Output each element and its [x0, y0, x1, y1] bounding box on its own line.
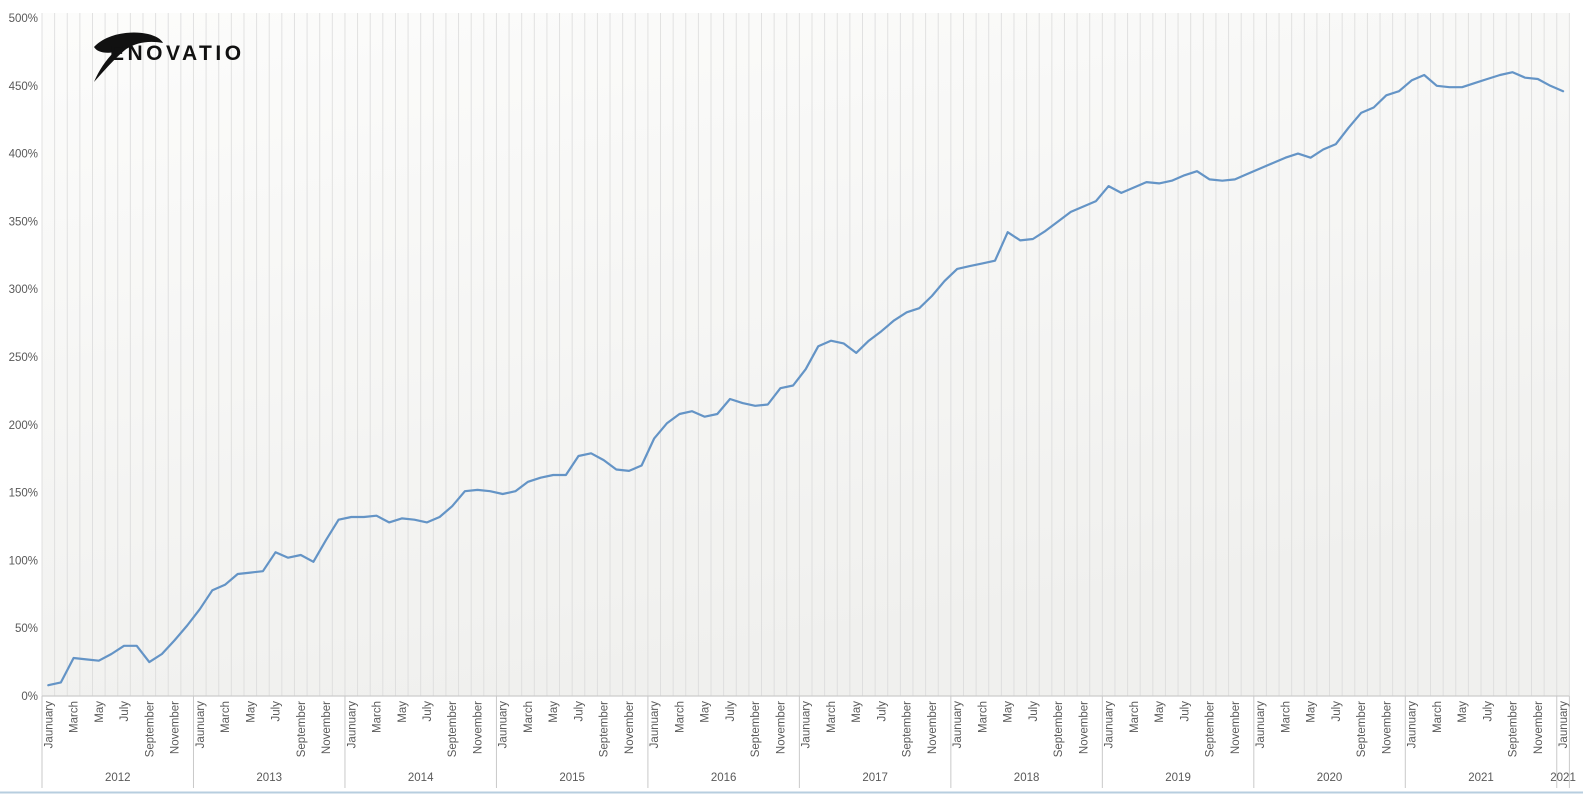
month-label: November: [170, 701, 182, 754]
y-axis-label: 500%: [9, 13, 38, 25]
month-label: July: [271, 701, 283, 722]
month-label: July: [1028, 701, 1040, 722]
month-label: July: [1482, 701, 1494, 722]
month-label: March: [674, 701, 686, 733]
month-label: November: [775, 701, 787, 754]
month-label: May: [397, 701, 409, 723]
month-label: September: [1508, 701, 1520, 757]
logo-brand-text: ENOVATIO: [110, 42, 245, 65]
y-axis-label: 250%: [9, 352, 38, 364]
y-axis-label: 100%: [9, 555, 38, 567]
month-label: September: [447, 701, 459, 757]
year-label: 2013: [256, 772, 282, 784]
month-label: November: [321, 701, 333, 754]
month-label: May: [700, 701, 712, 723]
year-label: 2020: [1317, 772, 1343, 784]
month-label: July: [422, 701, 434, 722]
month-label: May: [94, 701, 106, 723]
year-label: 2012: [105, 772, 131, 784]
month-label: Jaunuary: [498, 701, 510, 749]
month-label: March: [1432, 701, 1444, 733]
month-label: May: [548, 701, 560, 723]
month-label: July: [876, 701, 888, 722]
month-label: March: [1280, 701, 1292, 733]
month-label: November: [927, 701, 939, 754]
y-axis-label: 50%: [15, 623, 38, 635]
y-axis-label: 350%: [9, 216, 38, 228]
year-label-final: 2021: [1550, 772, 1576, 784]
y-axis-label: 0%: [21, 691, 38, 703]
year-label: 2015: [559, 772, 585, 784]
month-label: May: [851, 701, 863, 723]
y-axis-label: 300%: [9, 284, 38, 296]
month-label: September: [296, 701, 308, 757]
month-label: November: [1230, 701, 1242, 754]
month-label: July: [119, 701, 131, 722]
month-label: Jaunuary: [1558, 701, 1570, 749]
month-label: March: [826, 701, 838, 733]
month-label: Jaunuary: [43, 701, 55, 749]
month-label: September: [144, 701, 156, 757]
month-label: Jaunuary: [346, 701, 358, 749]
month-label: Jaunuary: [1104, 701, 1116, 749]
plot-area: [42, 13, 1570, 696]
month-label: November: [624, 701, 636, 754]
month-label: Jaunuary: [1255, 701, 1267, 749]
y-axis-label: 450%: [9, 81, 38, 93]
month-label: September: [599, 701, 611, 757]
renovatio-logo: ENOVATIO: [86, 30, 306, 82]
month-label: Jaunuary: [1407, 701, 1419, 749]
year-label: 2014: [408, 772, 434, 784]
series-line: [47, 71, 1565, 687]
month-label: September: [750, 701, 762, 757]
month-label: May: [1154, 701, 1166, 723]
month-label: Jaunuary: [952, 701, 964, 749]
month-label: March: [523, 701, 535, 733]
year-label: 2018: [1014, 772, 1040, 784]
month-label: July: [1179, 701, 1191, 722]
month-label: March: [372, 701, 384, 733]
month-label: Jaunuary: [649, 701, 661, 749]
year-label: 2019: [1165, 772, 1191, 784]
y-axis-label: 150%: [9, 488, 38, 500]
year-label: 2021: [1468, 772, 1494, 784]
month-label: Jaunuary: [195, 701, 207, 749]
month-label: Jaunuary: [801, 701, 813, 749]
y-axis-label: 400%: [9, 149, 38, 161]
year-label: 2016: [711, 772, 737, 784]
month-label: November: [1078, 701, 1090, 754]
month-label: November: [1381, 701, 1393, 754]
month-label: September: [1205, 701, 1217, 757]
month-label: May: [1457, 701, 1469, 723]
month-label: November: [1533, 701, 1545, 754]
month-label: March: [69, 701, 81, 733]
month-label: November: [472, 701, 484, 754]
month-label: September: [1356, 701, 1368, 757]
month-label: May: [1306, 701, 1318, 723]
month-label: September: [1053, 701, 1065, 757]
month-label: July: [725, 701, 737, 722]
month-label: May: [245, 701, 257, 723]
month-label: March: [220, 701, 232, 733]
y-axis-label: 200%: [9, 420, 38, 432]
month-label: March: [1129, 701, 1141, 733]
logo-r-swoosh-icon: [94, 32, 163, 82]
month-label: March: [977, 701, 989, 733]
month-label: May: [1003, 701, 1015, 723]
month-label: September: [902, 701, 914, 757]
month-label: July: [1331, 701, 1343, 722]
month-label: July: [573, 701, 585, 722]
year-label: 2017: [862, 772, 888, 784]
